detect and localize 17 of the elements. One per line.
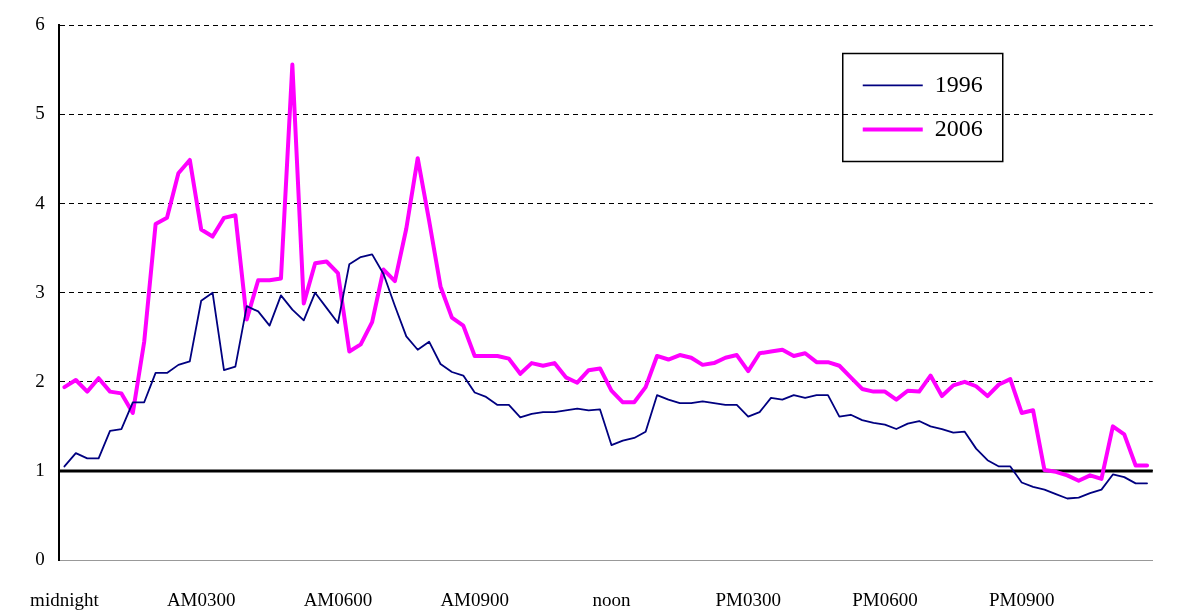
legend-label: 2006 [934, 114, 983, 141]
x-tick-label: midnight [30, 589, 100, 611]
legend-label: 1996 [934, 70, 983, 97]
y-tick-label: 0 [35, 547, 45, 569]
x-tick-label: PM0600 [852, 589, 918, 611]
x-tick-label: PM0900 [988, 589, 1055, 611]
y-tick-label: 2 [35, 369, 45, 391]
y-tick-label: 3 [35, 280, 45, 302]
y-tick-label: 5 [35, 102, 45, 124]
x-tick-label: PM0300 [715, 589, 781, 611]
x-tick-label: AM0600 [303, 589, 373, 611]
y-tick-label: 4 [35, 191, 46, 213]
y-tick-label: 1 [35, 458, 45, 480]
x-tick-label: AM0900 [440, 589, 509, 611]
x-tick-label: noon [592, 589, 631, 611]
y-tick-label: 6 [35, 13, 45, 35]
x-tick-label: AM0300 [166, 589, 236, 611]
